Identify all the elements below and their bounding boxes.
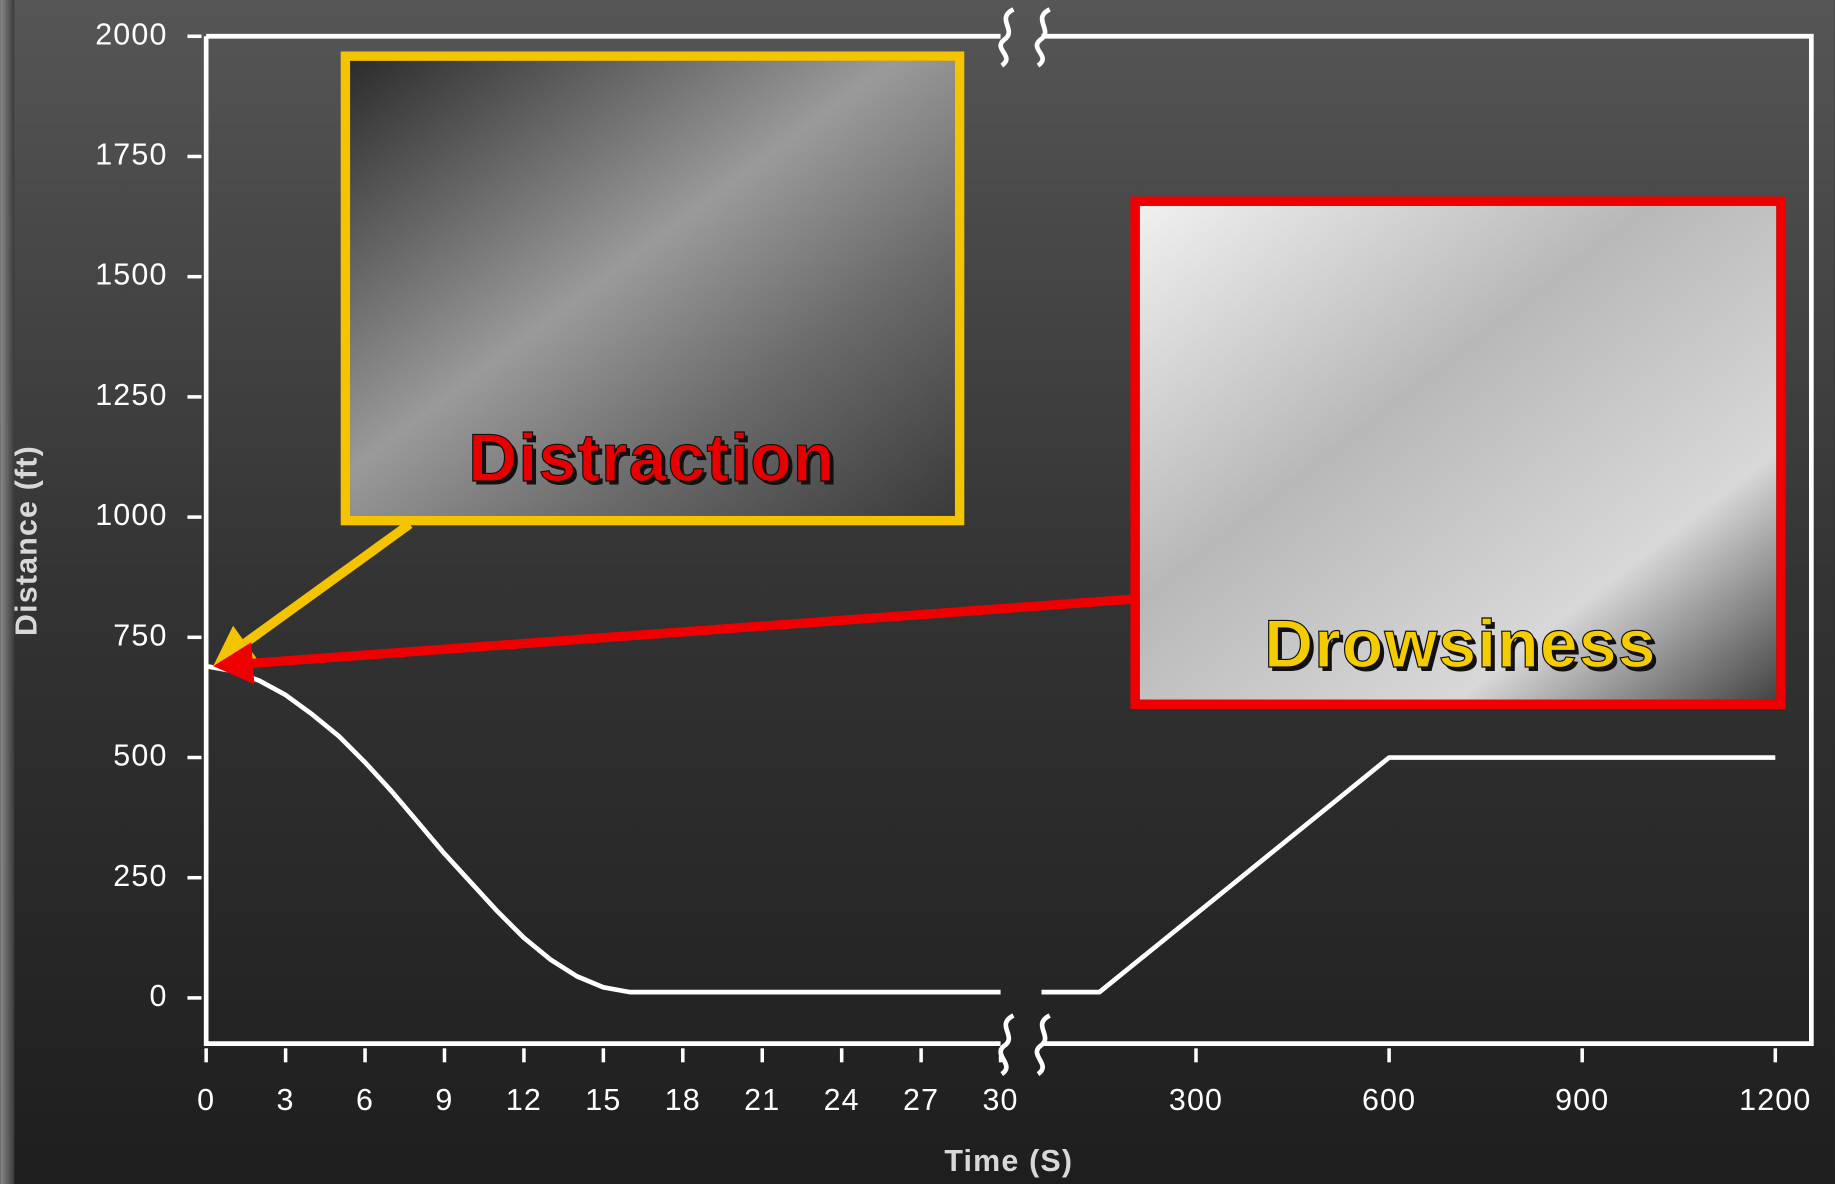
x-tick-label: 9 <box>435 1083 453 1117</box>
y-tick-label: 1000 <box>95 498 167 532</box>
x-tick-label: 21 <box>744 1083 780 1117</box>
axis-frame <box>203 7 1814 1076</box>
photo-drowsiness <box>1139 205 1777 700</box>
y-tick-label: 2000 <box>95 17 167 51</box>
y-tick-label: 750 <box>113 618 167 652</box>
photo-frame <box>340 51 965 526</box>
photo-label: Drowsiness <box>1264 607 1657 682</box>
break-mark <box>1034 7 1051 68</box>
x-tick-label: 6 <box>356 1083 374 1117</box>
x-tick-label: 300 <box>1169 1083 1223 1117</box>
x-tick-label: 27 <box>903 1083 939 1117</box>
photo-distraction <box>350 60 955 516</box>
x-tick-label: 0 <box>197 1083 215 1117</box>
x-tick-label: 900 <box>1555 1083 1609 1117</box>
x-tick-label: 600 <box>1362 1083 1416 1117</box>
x-tick-label: 1200 <box>1739 1083 1811 1117</box>
y-tick-label: 250 <box>113 859 167 893</box>
arrow-head <box>213 642 255 685</box>
y-tick-label: 1250 <box>95 378 167 412</box>
photo-label-shadow: Distraction <box>472 425 839 500</box>
photo-frame <box>1130 196 1786 709</box>
side-strip <box>0 0 15 1184</box>
data-line <box>1041 755 1776 995</box>
axis-box <box>203 33 1814 1046</box>
break-mark <box>998 7 1015 68</box>
x-tick-label: 3 <box>277 1083 295 1117</box>
x-axis-label: Time (S) <box>944 1144 1073 1178</box>
photo-label: Distraction <box>468 421 835 496</box>
y-tick-label: 1750 <box>95 138 167 172</box>
y-tick-label: 500 <box>113 739 167 773</box>
break-mark <box>1034 1013 1051 1076</box>
photo-label-shadow: Drowsiness <box>1268 611 1661 686</box>
x-tick-label: 30 <box>982 1083 1018 1117</box>
y-axis-label: Distance (ft) <box>9 445 43 636</box>
y-tick-label: 1500 <box>95 258 167 292</box>
y-tick-label: 0 <box>149 979 167 1013</box>
photos <box>350 60 1777 700</box>
data-line <box>205 663 1001 995</box>
break-mark <box>998 1013 1015 1076</box>
x-tick-label: 12 <box>506 1083 542 1117</box>
x-tick-label: 15 <box>585 1083 621 1117</box>
arrow-shaft <box>252 594 1136 668</box>
x-tick-label: 24 <box>824 1083 860 1117</box>
x-tick-label: 18 <box>665 1083 701 1117</box>
arrow-shaft <box>242 520 413 647</box>
